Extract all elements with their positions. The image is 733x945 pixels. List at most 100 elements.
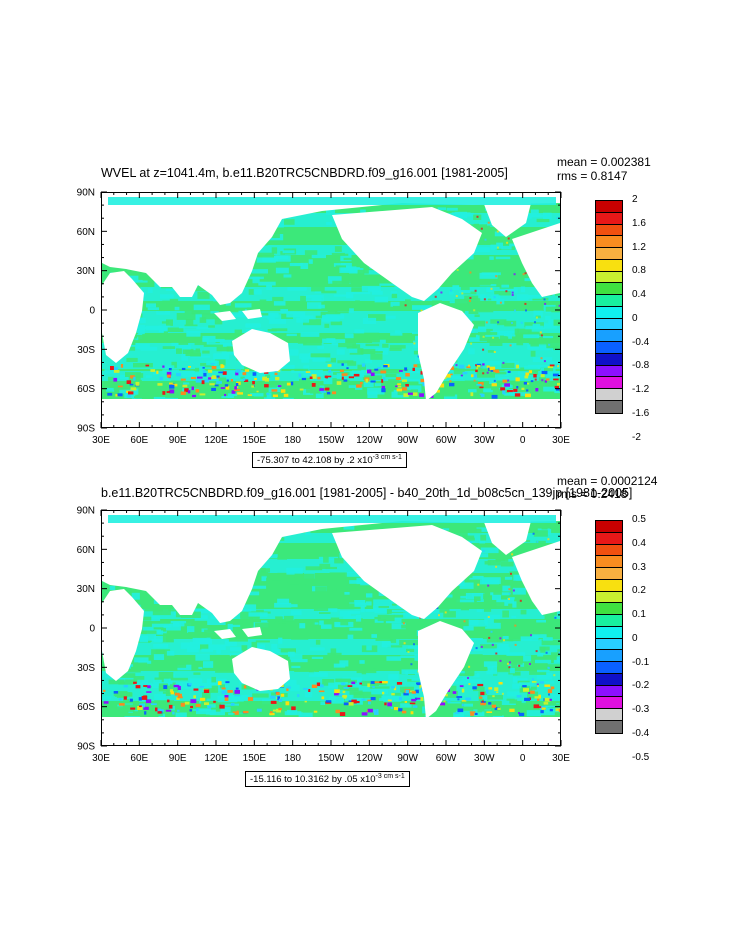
colorbar-swatch <box>596 306 622 319</box>
colorbar-swatch <box>596 579 622 592</box>
range-unit: -3 cm s <box>372 454 396 461</box>
colorbar-label: 2 <box>632 194 638 205</box>
contour-info-box: -75.307 to 42.108 by .2 x10-3 cm s-1 <box>252 452 407 469</box>
chart-title: WVEL at z=1041.4m, b.e11.B20TRC5CNBDRD.f… <box>101 166 508 180</box>
mean-stat: mean = 0.0002124 <box>557 474 658 488</box>
y-tick-label: 60S <box>77 384 95 395</box>
colorbar-swatch <box>596 638 622 651</box>
colorbar-label: 0 <box>632 632 638 644</box>
colorbar-swatch <box>596 521 622 533</box>
x-tick-label: 180 <box>284 753 301 764</box>
y-tick-label: 60S <box>77 702 95 713</box>
colorbar-swatch <box>596 377 622 390</box>
colorbar-swatch <box>596 318 622 331</box>
y-tick-label: 30N <box>77 584 95 595</box>
colorbar-label: 0.8 <box>632 265 646 277</box>
colorbar-swatch <box>596 283 622 296</box>
colorbar-label: 0.4 <box>632 537 646 549</box>
colorbar-swatch <box>596 271 622 284</box>
y-tick-label: 90N <box>77 188 95 199</box>
colorbar-label: 0.3 <box>632 561 646 573</box>
rms-stat: rms = 0.8147 <box>557 169 628 183</box>
x-tick-label: 0 <box>520 435 526 446</box>
x-tick-label: 150E <box>243 435 267 446</box>
mean-stat: mean = 0.002381 <box>557 155 651 169</box>
range-unit: -3 cm s <box>375 773 399 780</box>
colorbar-swatch <box>596 295 622 307</box>
colorbar-swatch <box>596 626 622 639</box>
x-tick-label: 60E <box>130 753 148 764</box>
colorbar-swatch <box>596 650 622 663</box>
colorbar-swatch <box>596 201 622 213</box>
colorbar-swatch <box>596 532 622 545</box>
x-tick-label: 180 <box>284 435 301 446</box>
x-tick-label: 120W <box>356 435 383 446</box>
colorbar-swatch <box>596 697 622 710</box>
x-tick-label: 90W <box>397 435 418 446</box>
colorbar-swatch <box>596 353 622 366</box>
colorbar-swatch <box>596 673 622 686</box>
map-plot <box>101 510 561 746</box>
colorbar-label: 1.6 <box>632 217 646 229</box>
y-tick-label: 90S <box>77 742 95 753</box>
y-tick-label: 90S <box>77 424 95 435</box>
bottom-panel: b.e11.B20TRC5CNBDRD.f09_g16.001 [1981-20… <box>0 470 733 800</box>
chart-title: b.e11.B20TRC5CNBDRD.f09_g16.001 [1981-20… <box>101 486 633 500</box>
x-tick-label: 30E <box>92 435 110 446</box>
x-tick-label: 0 <box>520 753 526 764</box>
range-text: -15.116 to 10.3162 by .05 x10 <box>250 774 376 786</box>
x-tick-label: 60E <box>130 435 148 446</box>
colorbar-swatch <box>596 556 622 569</box>
colorbar-swatch <box>596 568 622 580</box>
rms-stat: rms = 0.2418 <box>557 487 628 501</box>
x-tick-label: 120W <box>356 753 383 764</box>
colorbar-label: 0.4 <box>632 289 646 301</box>
colorbar-swatch <box>596 709 622 722</box>
unit-exp: -1 <box>398 773 405 780</box>
colorbar-swatch <box>596 544 622 557</box>
colorbar-swatch <box>596 615 622 627</box>
colorbar-label: 0 <box>632 312 638 324</box>
colorbar-label: -0.1 <box>632 656 650 668</box>
colorbar-swatch <box>596 330 622 343</box>
colorbar-swatch <box>596 389 622 402</box>
y-tick-label: 90N <box>77 506 95 517</box>
colorbar-swatch <box>596 591 622 604</box>
y-tick-label: 0 <box>89 306 95 317</box>
y-tick-label: 0 <box>89 624 95 635</box>
colorbar-label: -0.4 <box>632 336 650 348</box>
colorbar-swatch <box>596 212 622 225</box>
colorbar-label: -0.4 <box>632 728 650 739</box>
colorbar-swatch <box>596 342 622 354</box>
colorbar-label: 1.2 <box>632 241 646 253</box>
x-tick-label: 30E <box>552 435 570 446</box>
map-axes: 30E 60E 90E 120E 150E 180 150W 120W 90W 60W 30W 0 30… <box>77 506 571 765</box>
colorbar-swatch <box>596 685 622 698</box>
x-tick-label: 90W <box>397 753 418 764</box>
map-plot <box>101 192 561 428</box>
colorbar-label: -0.8 <box>632 360 650 372</box>
x-tick-label: 150E <box>243 753 267 764</box>
x-tick-label: 60W <box>436 753 457 764</box>
x-tick-label: 30E <box>92 753 110 764</box>
ocean-field <box>102 193 560 427</box>
x-tick-label: 30E <box>552 753 570 764</box>
x-tick-label: 120E <box>204 435 228 446</box>
y-tick-label: 60N <box>77 545 95 556</box>
colorbar-swatch <box>596 236 622 249</box>
colorbar-label: 0.5 <box>632 514 646 525</box>
colorbar-label: -1.2 <box>632 384 650 396</box>
colorbar-swatch <box>596 662 622 674</box>
colorbar-label: -2 <box>632 431 641 443</box>
colorbar <box>595 520 623 734</box>
colorbar-swatch <box>596 365 622 378</box>
colorbar-swatch <box>596 248 622 260</box>
map-axes: 30E 60E 90E 120E 150E 180 150W 120W 90W 60W 30W 0 30… <box>77 188 571 447</box>
x-tick-label: 90E <box>169 753 187 764</box>
colorbar-swatch <box>596 721 622 733</box>
colorbar-swatch <box>596 224 622 237</box>
x-tick-label: 150W <box>318 753 345 764</box>
y-tick-label: 30N <box>77 266 95 277</box>
range-text: -75.307 to 42.108 by .2 x10 <box>257 455 373 467</box>
ocean-field <box>102 511 560 745</box>
